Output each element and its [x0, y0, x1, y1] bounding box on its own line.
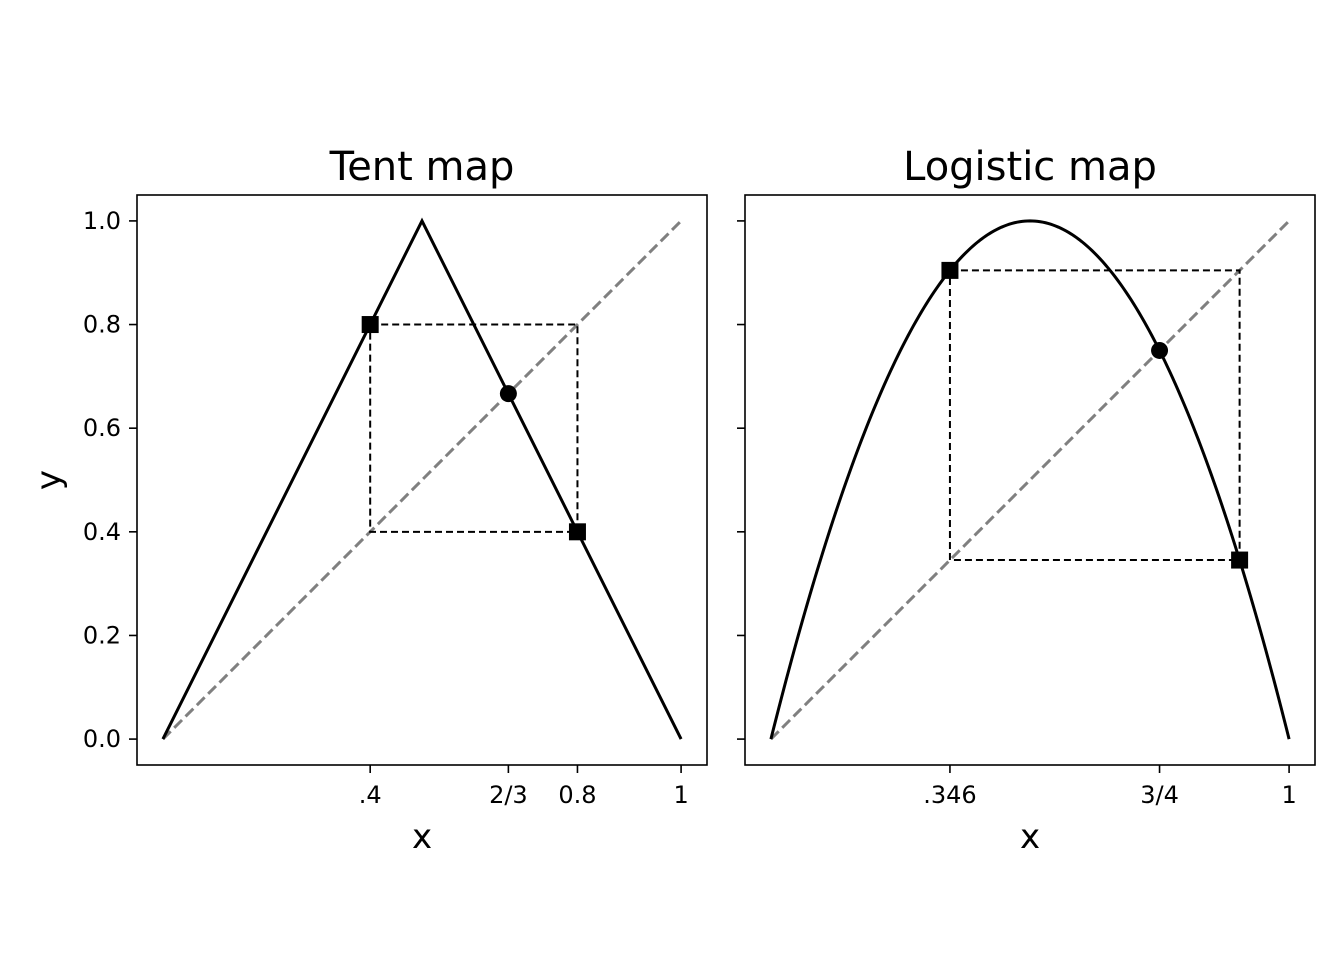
tent-map-diagonal-line [161, 219, 683, 741]
tent-map-cycle-point-1 [568, 523, 586, 541]
logistic-map-diagonal-line [769, 219, 1291, 741]
logistic-map-xtick-label-1: 3/4 [1140, 781, 1179, 809]
logistic-map-xtick-label-2: 1 [1281, 781, 1296, 809]
tent-map-ylabel: y [29, 470, 69, 490]
tent-map-ytick-label-2: 0.4 [83, 518, 121, 546]
tent-map-title: Tent map [329, 144, 515, 190]
tent-map-cycle-box [369, 323, 579, 533]
logistic-map-axes-frame [744, 194, 1316, 766]
logistic-map-xlabel: x [1020, 817, 1040, 857]
tent-map-xtick-label-0: .4 [359, 781, 382, 809]
logistic-map-curve [769, 219, 1291, 740]
tent-map-fixed-point [499, 385, 517, 403]
logistic-map-xtick-label-0: .346 [923, 781, 976, 809]
tent-map-ytick-label-4: 0.8 [83, 311, 121, 339]
logistic-map-title: Logistic map [903, 144, 1157, 190]
tent-map-cycle-point-0 [361, 316, 379, 334]
tent-map-xtick-label-2: 0.8 [558, 781, 596, 809]
logistic-map-fixed-point [1151, 341, 1169, 359]
tent-map-xtick-label-1: 2/3 [489, 781, 528, 809]
logistic-map-cycle-point-1 [1231, 551, 1249, 569]
tent-map-xtick-label-3: 1 [673, 781, 688, 809]
tent-map-panel: Tent map x y .4 2/3 0.8 1 0.0 0.2 0.4 0.6 0.8 1.0 [29, 144, 708, 857]
tent-map-ytick-label-1: 0.2 [83, 621, 121, 649]
logistic-map-panel: Logistic map x .346 3/4 1 [737, 144, 1316, 857]
tent-map-ytick-label-5: 1.0 [83, 207, 121, 235]
tent-map-ytick-label-3: 0.6 [83, 414, 121, 442]
tent-map-xlabel: x [412, 817, 432, 857]
logistic-map-cycle-point-0 [941, 261, 959, 279]
tent-map-curve [161, 217, 683, 740]
tent-map-ytick-label-0: 0.0 [83, 725, 121, 753]
tent-map-axes-frame [136, 194, 708, 766]
logistic-map-cycle-box [948, 269, 1241, 562]
